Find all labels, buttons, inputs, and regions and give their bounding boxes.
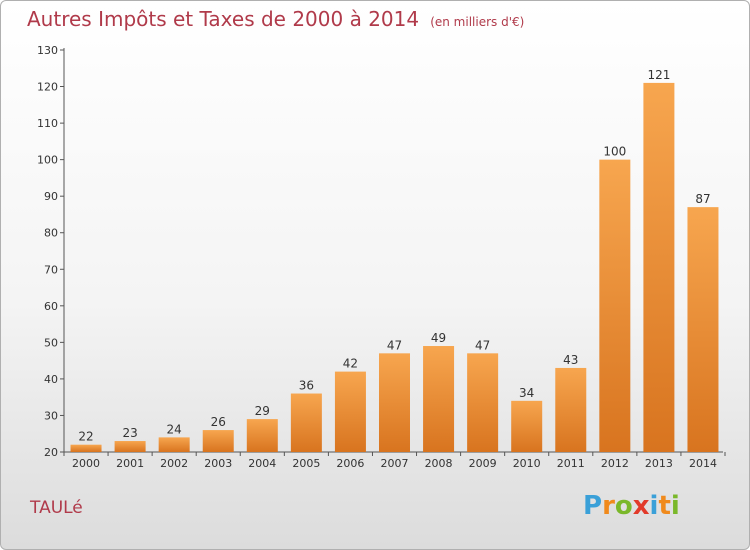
chart-unit: (en milliers d'€) bbox=[430, 15, 525, 29]
logo-letter: i bbox=[670, 491, 680, 521]
x-tick-label: 2010 bbox=[513, 457, 541, 470]
bar bbox=[467, 353, 499, 452]
y-tick-label: 110 bbox=[37, 117, 58, 130]
bar-value-label: 47 bbox=[475, 338, 490, 352]
x-tick-label: 2014 bbox=[689, 457, 717, 470]
logo-letter: t bbox=[658, 491, 671, 521]
y-tick-label: 40 bbox=[44, 373, 58, 386]
bar bbox=[202, 430, 234, 452]
y-tick-label: 130 bbox=[37, 44, 58, 57]
x-tick-label: 2003 bbox=[204, 457, 232, 470]
bar-value-label: 23 bbox=[122, 426, 137, 440]
bar-value-label: 121 bbox=[647, 68, 670, 82]
bar bbox=[70, 444, 102, 452]
y-tick-label: 120 bbox=[37, 81, 58, 94]
x-tick-label: 2008 bbox=[425, 457, 453, 470]
logo-letter: o bbox=[614, 491, 633, 521]
bar bbox=[643, 82, 675, 453]
bar-value-label: 49 bbox=[431, 331, 446, 345]
bar-value-label: 36 bbox=[299, 379, 314, 393]
y-tick-label: 90 bbox=[44, 190, 58, 203]
y-tick-label: 70 bbox=[44, 263, 58, 276]
bar bbox=[599, 159, 631, 453]
bar-value-label: 24 bbox=[167, 422, 182, 436]
x-tick-label: 2009 bbox=[469, 457, 497, 470]
proxiti-logo: Proxiti bbox=[583, 491, 680, 521]
x-tick-label: 2006 bbox=[336, 457, 364, 470]
bar bbox=[687, 207, 719, 452]
x-tick-label: 2000 bbox=[72, 457, 100, 470]
bar bbox=[290, 393, 322, 452]
bar-value-label: 47 bbox=[387, 338, 402, 352]
y-tick-label: 100 bbox=[37, 154, 58, 167]
bar bbox=[511, 400, 543, 452]
bar-value-label: 100 bbox=[603, 145, 626, 159]
chart-axes: 20 30 40 50 60 70 80 90 100 110 120 130 2000 2001 2002… bbox=[37, 44, 726, 470]
chart-title: Autres Impôts et Taxes de 2000 à 2014 (e… bbox=[27, 7, 524, 31]
bar bbox=[379, 353, 410, 452]
bar-value-label: 87 bbox=[695, 192, 710, 206]
bar bbox=[334, 371, 366, 452]
x-tick-label: 2007 bbox=[381, 457, 409, 470]
x-tick-label: 2004 bbox=[248, 457, 276, 470]
y-tick-label: 20 bbox=[44, 446, 58, 459]
y-tick-label: 30 bbox=[44, 409, 58, 422]
commune-name: TAULé bbox=[30, 498, 83, 518]
bar bbox=[114, 441, 146, 452]
logo-letter: x bbox=[632, 491, 650, 521]
bar-value-label: 43 bbox=[563, 353, 578, 367]
x-tick-label: 2002 bbox=[160, 457, 188, 470]
logo-letter: r bbox=[602, 491, 615, 521]
bar bbox=[246, 419, 278, 452]
logo-letter: P bbox=[583, 491, 603, 521]
y-tick-label: 50 bbox=[44, 336, 58, 349]
chart-bars bbox=[70, 82, 719, 453]
chart-title-text: Autres Impôts et Taxes de 2000 à 2014 bbox=[27, 7, 420, 31]
bar-value-label: 29 bbox=[255, 404, 270, 418]
x-tick-label: 2001 bbox=[116, 457, 144, 470]
x-tick-label: 2005 bbox=[292, 457, 320, 470]
bar bbox=[158, 437, 190, 452]
x-tick-label: 2012 bbox=[601, 457, 629, 470]
logo-letter: i bbox=[649, 491, 659, 521]
chart-data-labels: 22 23 24 26 29 36 42 47 49 47 34 43 100 121 87 bbox=[78, 68, 710, 444]
bar-value-label: 34 bbox=[519, 386, 534, 400]
bar-value-label: 42 bbox=[343, 357, 358, 371]
bar-value-label: 26 bbox=[211, 415, 226, 429]
bar bbox=[423, 346, 455, 452]
y-tick-label: 80 bbox=[44, 227, 58, 240]
x-tick-label: 2013 bbox=[645, 457, 673, 470]
bar bbox=[555, 367, 587, 452]
bar-value-label: 22 bbox=[78, 430, 93, 444]
x-tick-label: 2011 bbox=[557, 457, 585, 470]
y-tick-label: 60 bbox=[44, 300, 58, 313]
